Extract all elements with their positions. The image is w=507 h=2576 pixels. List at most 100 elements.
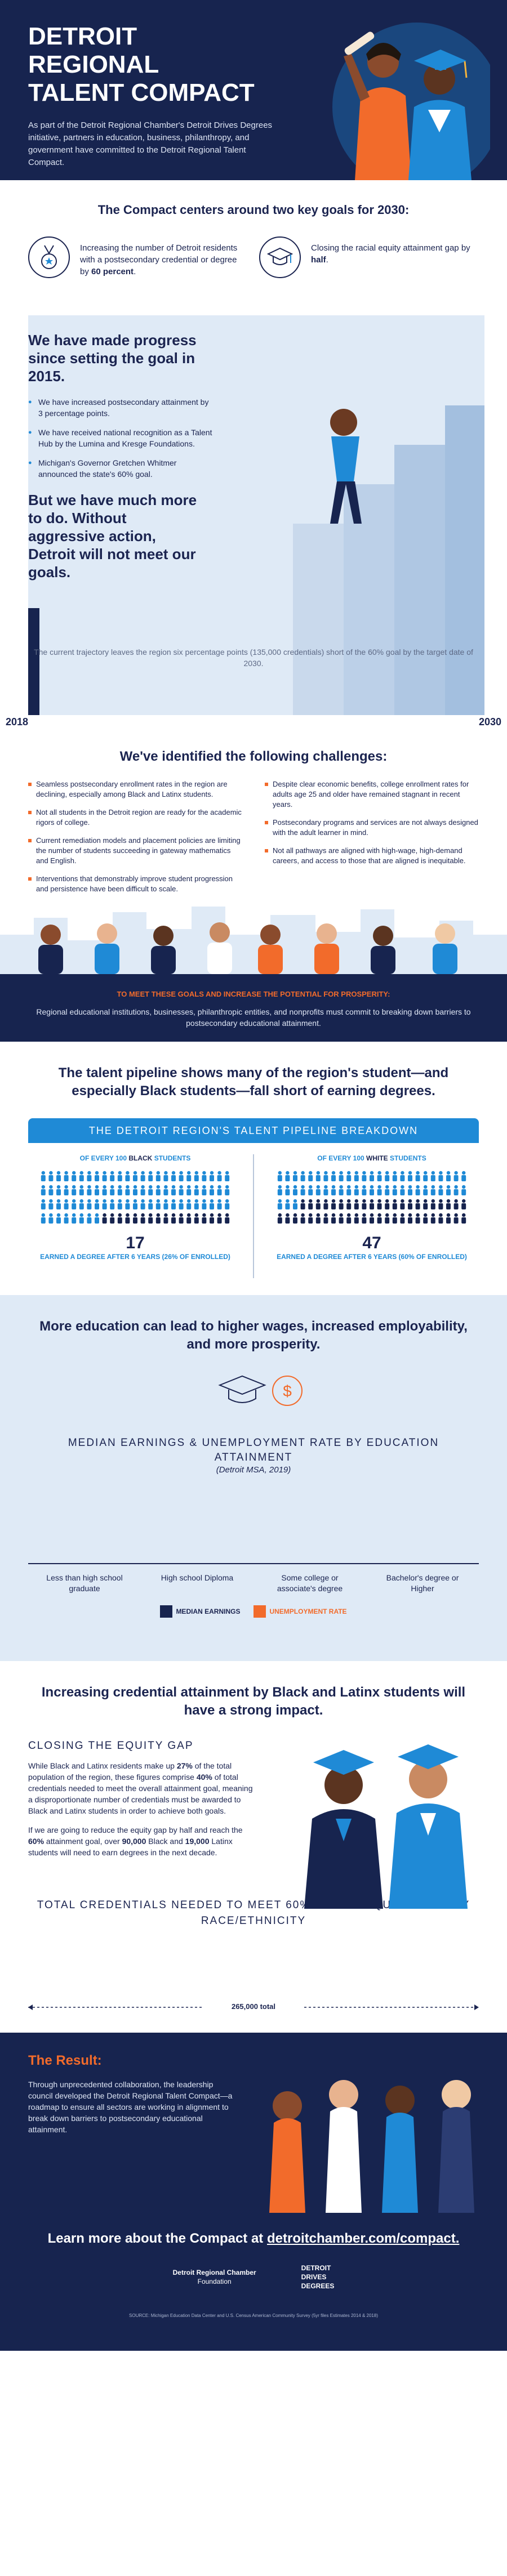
student-figure	[140, 1199, 145, 1209]
legend-median-earnings: MEDIAN EARNINGS	[160, 1605, 240, 1618]
student-figure	[346, 1185, 352, 1195]
student-figure	[217, 1199, 222, 1209]
student-figure	[277, 1199, 282, 1209]
student-figure	[362, 1185, 367, 1195]
student-figure	[339, 1171, 344, 1181]
detroit-drives-degrees-logo: DETROIT DRIVES DEGREES	[301, 2264, 335, 2290]
student-figure	[415, 1199, 420, 1209]
student-figure	[87, 1171, 92, 1181]
student-figure	[453, 1171, 459, 1181]
progress-bullets: We have increased postsecondary attainme…	[28, 396, 214, 480]
student-figure	[408, 1213, 412, 1224]
goals-heading: The Compact centers around two key goals…	[97, 203, 410, 217]
student-figure	[48, 1171, 54, 1181]
student-figure	[346, 1171, 352, 1181]
student-figure	[362, 1171, 367, 1181]
progress-section: We have made progress since setting the …	[0, 315, 507, 732]
student-figure	[102, 1213, 107, 1224]
student-figure	[194, 1171, 199, 1181]
student-figure	[285, 1171, 290, 1181]
equity-paragraph-1: While Black and Latinx residents make up…	[28, 1761, 253, 1815]
challenge-item: Interventions that demonstrably improve …	[28, 874, 242, 894]
student-figure	[385, 1199, 390, 1209]
student-figure	[217, 1171, 222, 1181]
student-figure	[438, 1185, 443, 1195]
student-figure	[194, 1213, 199, 1224]
student-figure	[133, 1213, 137, 1224]
student-figure	[385, 1185, 390, 1195]
pipeline-black-students: OF EVERY 100 BLACK STUDENTS 17 EARNED A …	[28, 1154, 242, 1278]
earnings-legend: MEDIAN EARNINGS UNEMPLOYMENT RATE	[28, 1605, 479, 1618]
student-figure	[315, 1213, 321, 1224]
student-figure	[155, 1185, 161, 1195]
compact-link[interactable]: detroitchamber.com/compact.	[266, 2231, 460, 2246]
student-figure	[377, 1171, 382, 1181]
student-figure	[179, 1213, 184, 1224]
student-figure	[339, 1213, 344, 1224]
challenge-item: Postsecondary programs and services are …	[265, 818, 479, 838]
student-figure	[300, 1213, 305, 1224]
earnings-chart-title: MEDIAN EARNINGS & UNEMPLOYMENT RATE BY E…	[68, 1437, 439, 1463]
partner-logos: Detroit Regional Chamber Foundation DETRO…	[28, 2264, 479, 2291]
student-figure	[377, 1185, 382, 1195]
goal-2-text: Closing the racial equity attainment gap…	[311, 243, 470, 265]
challenges-heading: We've identified the following challenge…	[119, 749, 388, 764]
student-figure	[210, 1171, 214, 1181]
earnings-category: High school Diploma	[161, 1573, 234, 1582]
student-figure	[72, 1199, 77, 1209]
result-section: The Result: Through unprecedented collab…	[0, 2033, 507, 2213]
student-figure	[87, 1185, 92, 1195]
student-figure	[339, 1185, 344, 1195]
black-degree-count: 17	[126, 1234, 145, 1252]
goal-2: Closing the racial equity attainment gap…	[259, 236, 479, 278]
student-figure	[400, 1199, 405, 1209]
student-figure	[102, 1185, 107, 1195]
pipeline-white-label: OF EVERY 100 WHITE STUDENTS	[317, 1154, 426, 1162]
student-figure	[48, 1185, 54, 1195]
student-figure	[400, 1213, 405, 1224]
student-figure	[385, 1171, 390, 1181]
student-figure	[323, 1171, 328, 1181]
student-figure	[217, 1185, 222, 1195]
student-figure	[377, 1213, 382, 1224]
student-figure	[140, 1213, 145, 1224]
student-figure	[171, 1171, 176, 1181]
white-students-pictogram	[277, 1171, 466, 1224]
student-figure	[446, 1171, 451, 1181]
student-figure	[331, 1199, 336, 1209]
student-figure	[323, 1185, 328, 1195]
student-figure	[155, 1199, 161, 1209]
student-figure	[461, 1185, 466, 1195]
student-figure	[72, 1171, 77, 1181]
student-figure	[430, 1171, 435, 1181]
student-figure	[331, 1171, 336, 1181]
trajectory-note: The current trajectory leaves the region…	[34, 648, 473, 668]
goal-1: Increasing the number of Detroit residen…	[28, 236, 248, 278]
student-figure	[461, 1213, 466, 1224]
pipeline-title-bar: THE DETROIT REGION'S TALENT PIPELINE BRE…	[28, 1118, 479, 1143]
earnings-category: Bachelor's degree or Higher	[386, 1573, 459, 1593]
student-figure	[64, 1171, 69, 1181]
student-figure	[155, 1171, 161, 1181]
student-figure	[315, 1199, 321, 1209]
student-figure	[171, 1213, 176, 1224]
progress-staircase-illustration	[28, 405, 484, 715]
progress-bullet: We have received national recognition as…	[28, 427, 214, 449]
timeline: 2018 2030	[0, 716, 507, 727]
goal-1-text: Increasing the number of Detroit residen…	[80, 243, 238, 276]
total-bracket	[28, 2004, 479, 2010]
pipeline-black-label: OF EVERY 100 BLACK STUDENTS	[79, 1154, 191, 1162]
student-figure	[179, 1171, 184, 1181]
goal-2-emphasis: half	[311, 255, 326, 265]
student-figure	[48, 1213, 54, 1224]
student-figure	[225, 1199, 230, 1209]
student-figure	[400, 1171, 405, 1181]
student-figure	[354, 1171, 359, 1181]
student-figure	[225, 1185, 230, 1195]
student-figure	[285, 1199, 290, 1209]
leadership-team-illustration	[269, 2080, 474, 2213]
student-figure	[323, 1199, 328, 1209]
student-figure	[453, 1213, 459, 1224]
student-figure	[277, 1185, 282, 1195]
student-figure	[140, 1185, 145, 1195]
